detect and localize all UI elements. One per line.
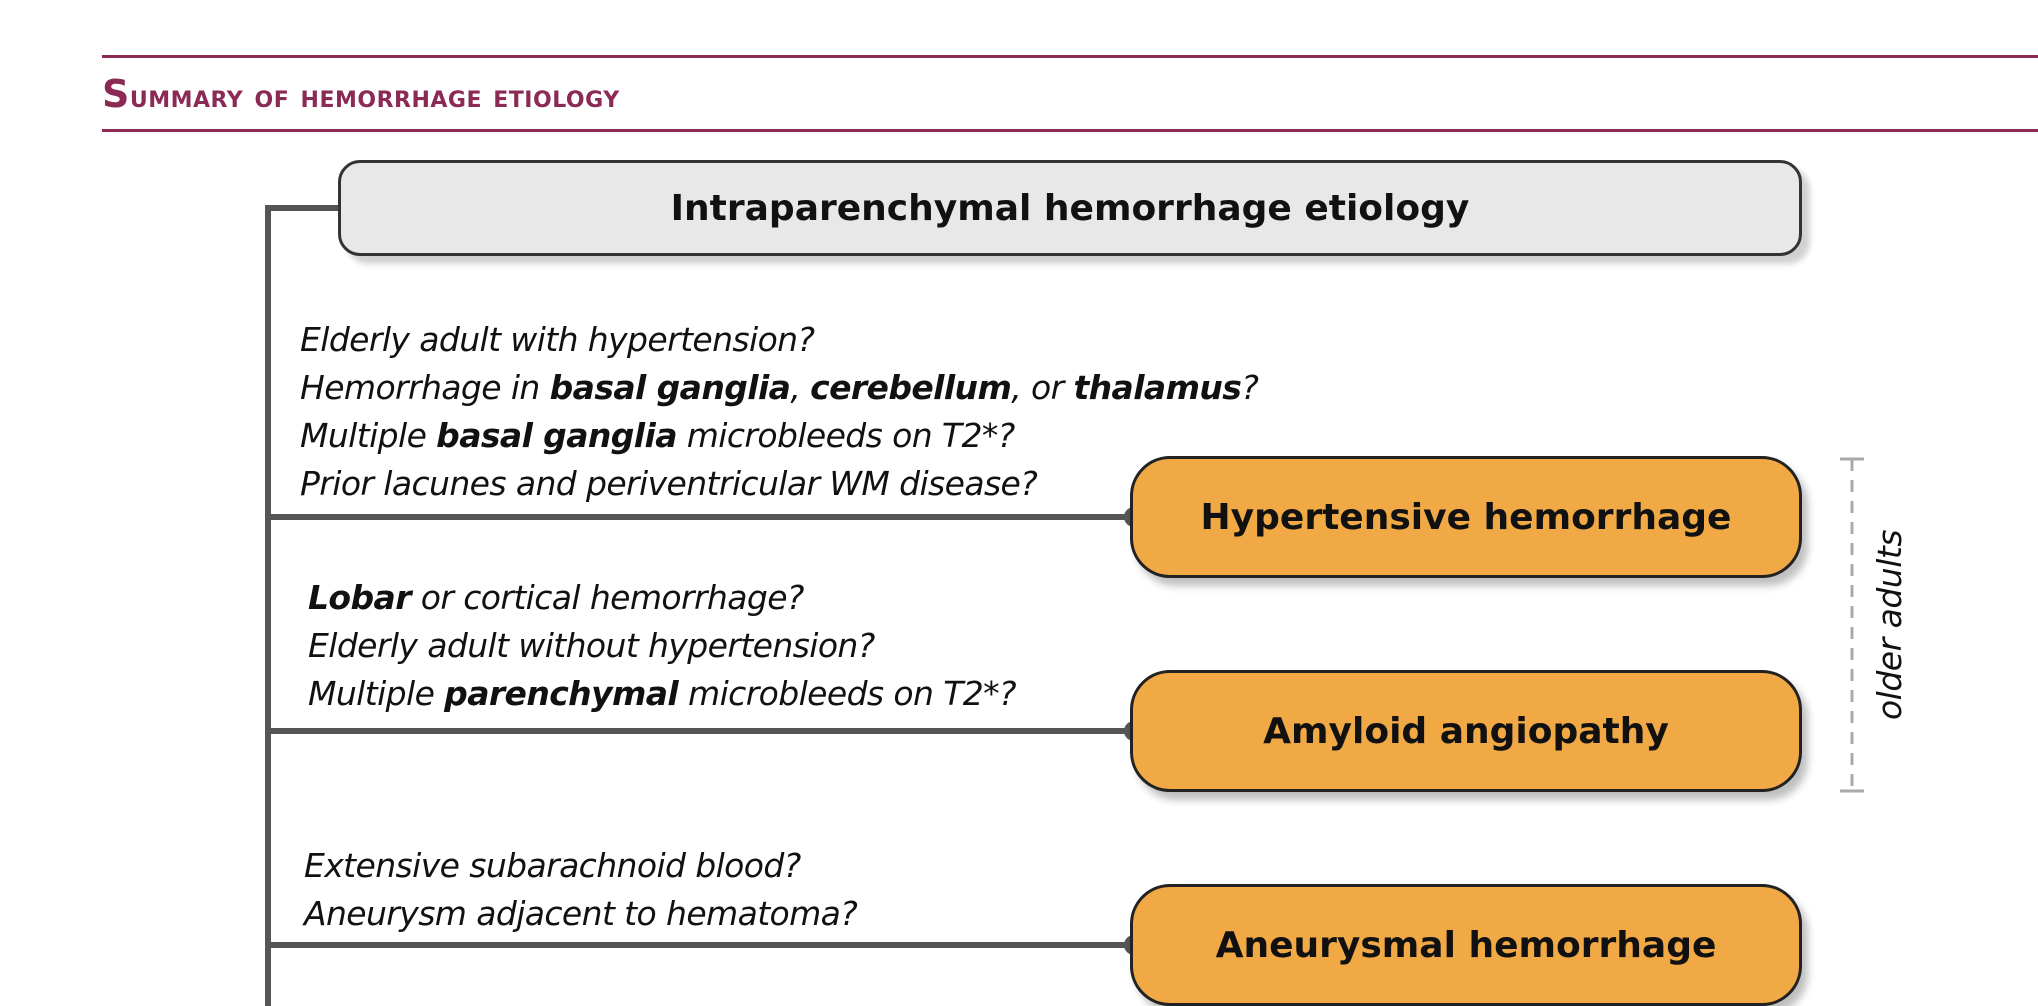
question-line: Aneurysm adjacent to hematoma? xyxy=(304,890,857,938)
question-line: Multiple basal ganglia microbleeds on T2… xyxy=(300,412,1258,460)
question-line: Multiple parenchymal microbleeds on T2*? xyxy=(308,670,1016,718)
question-line: Lobar or cortical hemorrhage? xyxy=(308,574,1016,622)
branch-3-questions: Extensive subarachnoid blood? Aneurysm a… xyxy=(304,842,857,938)
branch-2-questions: Lobar or cortical hemorrhage? Elderly ad… xyxy=(308,574,1016,718)
result-label: Hypertensive hemorrhage xyxy=(1201,497,1732,538)
result-node-aneurysmal: Aneurysmal hemorrhage xyxy=(1130,884,1802,1006)
question-line: Elderly adult with hypertension? xyxy=(300,316,1258,364)
question-line: Hemorrhage in basal ganglia, cerebellum,… xyxy=(300,364,1258,412)
result-node-amyloid: Amyloid angiopathy xyxy=(1130,670,1802,792)
question-line: Extensive subarachnoid blood? xyxy=(304,842,857,890)
older-adults-bracket xyxy=(1840,459,1864,791)
result-label: Aneurysmal hemorrhage xyxy=(1216,925,1717,966)
result-label: Amyloid angiopathy xyxy=(1263,711,1669,752)
branch-1-questions: Elderly adult with hypertension? Hemorrh… xyxy=(300,316,1258,508)
root-node-label: Intraparenchymal hemorrhage etiology xyxy=(671,188,1470,229)
question-line: Prior lacunes and periventricular WM dis… xyxy=(300,460,1258,508)
result-node-hypertensive: Hypertensive hemorrhage xyxy=(1130,456,1802,578)
older-adults-label: older adults xyxy=(1868,495,1912,755)
root-node: Intraparenchymal hemorrhage etiology xyxy=(338,160,1802,256)
question-line: Elderly adult without hypertension? xyxy=(308,622,1016,670)
